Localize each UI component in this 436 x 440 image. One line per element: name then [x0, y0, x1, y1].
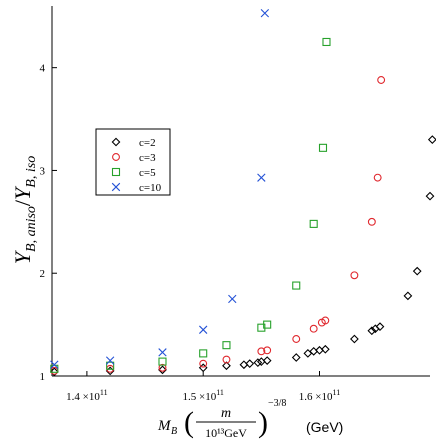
y-tick-label: 1	[40, 371, 46, 383]
data-point-c3	[222, 355, 231, 364]
svg-text:YB, aniso/YB, iso: YB, aniso/YB, iso	[10, 156, 39, 264]
xlabel-sub: B	[171, 426, 177, 437]
ylabel-y2: Y	[10, 185, 35, 200]
data-point-c5	[222, 341, 231, 350]
data-point-c10	[199, 325, 208, 334]
legend-marker-c5	[111, 167, 121, 177]
data-point-c2	[320, 344, 330, 354]
data-point-c2	[49, 367, 59, 377]
data-point-c5	[318, 143, 328, 152]
y-tick-label: 3	[40, 165, 46, 177]
data-point-c5	[322, 37, 331, 47]
legend-box	[95, 128, 171, 196]
data-point-c5	[106, 361, 115, 370]
data-point-c5	[292, 281, 301, 290]
data-point-c3	[321, 316, 330, 325]
legend-label: c=5	[139, 167, 156, 179]
data-point-c2	[158, 365, 167, 375]
xlabel-frac-den: 10¹³GeV	[205, 426, 247, 440]
xlabel-unit: (GeV)	[306, 419, 343, 435]
xlabel-exp: −3/8	[268, 398, 286, 409]
data-point-c3	[373, 173, 382, 182]
y-tick-label: 2	[40, 268, 46, 280]
xlabel-lparen: (	[184, 406, 194, 439]
data-point-c2	[253, 358, 263, 368]
x-tick-label: 1.6 ×1011	[299, 388, 340, 403]
legend-marker-c10	[111, 182, 121, 192]
data-point-c2	[350, 334, 359, 344]
ylabel-sub2: B, iso	[24, 156, 39, 188]
data-point-c3	[263, 346, 272, 355]
data-point-c3	[350, 271, 359, 280]
data-point-c10	[257, 173, 266, 182]
data-point-c3	[158, 363, 167, 372]
y-axis-label: YB, aniso/YB, iso	[10, 156, 39, 264]
data-point-c2	[262, 356, 272, 365]
data-point-c2	[367, 326, 377, 336]
data-point-c3	[292, 335, 301, 343]
data-point-c2	[425, 191, 435, 201]
legend-marker-c3	[112, 153, 120, 161]
data-point-c2	[412, 266, 422, 276]
data-point-c3	[377, 76, 386, 84]
data-point-c10	[228, 294, 237, 304]
x-axis-label: M B ( m 10¹³GeV ) −3/8 (GeV)	[157, 398, 343, 440]
data-point-c10	[50, 360, 59, 369]
y-tick-label: 4	[40, 63, 46, 75]
data-points	[49, 9, 436, 377]
x-ticks: 1.4 ×1011 1.5 ×1011 1.6 ×1011	[66, 371, 340, 403]
data-point-c10	[260, 9, 270, 18]
x-tick-label: 1.4 ×1011	[66, 388, 107, 403]
xlabel-frac-num: m	[221, 406, 231, 421]
data-point-c3	[367, 217, 376, 226]
data-point-c2	[403, 291, 413, 301]
data-point-c5	[309, 219, 318, 228]
data-point-c5	[158, 357, 167, 366]
x-tick-label: 1.5 ×1011	[182, 388, 223, 403]
data-point-c5	[199, 349, 208, 358]
ylabel-slash: /	[10, 199, 35, 206]
data-point-c10	[105, 356, 115, 365]
data-point-c2	[245, 359, 255, 369]
data-point-c3	[199, 359, 208, 368]
y-ticks: 1 2 3 4	[40, 63, 57, 383]
legend-marker-c2	[111, 137, 121, 147]
data-point-c2	[375, 322, 385, 332]
data-point-c2	[291, 353, 301, 362]
data-point-c2	[427, 135, 436, 144]
data-point-c3	[257, 347, 266, 356]
xlabel-prefix: M	[157, 418, 172, 434]
legend-label: c=10	[139, 182, 162, 194]
ylabel-sub1: B, aniso	[24, 206, 39, 252]
ylabel-y1: Y	[10, 249, 35, 264]
data-point-c10	[158, 348, 167, 357]
legend-label: c=2	[139, 137, 156, 149]
legend-label: c=3	[139, 152, 156, 164]
legend: c=2 c=3 c=5 c=10	[95, 128, 171, 196]
data-point-c3	[309, 324, 318, 333]
data-point-c5	[263, 320, 272, 329]
xlabel-rparen: )	[258, 406, 268, 439]
data-point-c2	[222, 361, 231, 371]
